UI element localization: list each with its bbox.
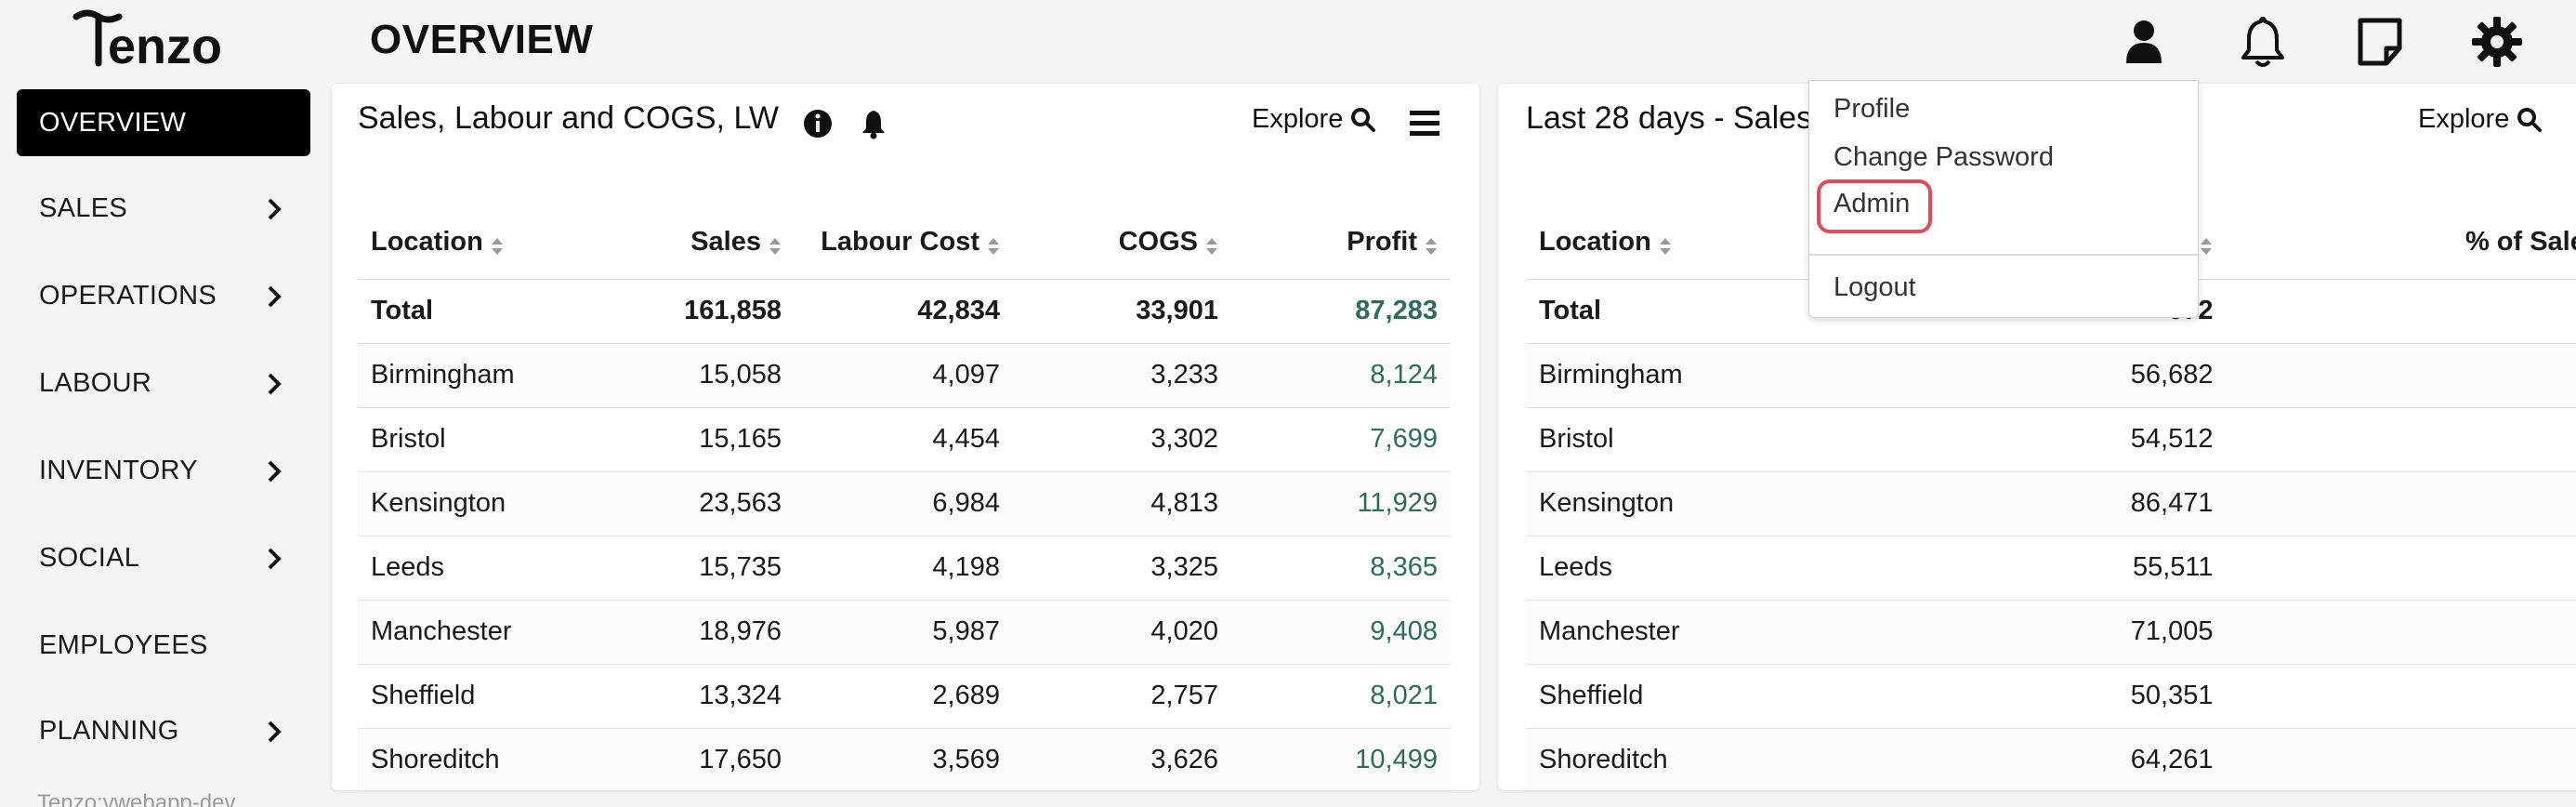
svg-text:enzo: enzo <box>108 19 222 73</box>
sales-labour-table: Location Sales Labour Cost COGS Profit T… <box>358 206 1451 790</box>
table-row: Shoreditch 17,650 3,569 3,626 10,499 <box>358 728 1451 790</box>
card-title: Last 28 days - Sales <box>1526 100 1813 136</box>
card-title: Sales, Labour and COGS, LW <box>358 100 779 136</box>
sidebar-item-sales[interactable]: SALES <box>17 175 310 242</box>
table-row: Bristol 15,165 4,454 3,302 7,699 <box>358 407 1451 472</box>
table-row-total: Total 161,858 42,834 33,901 87,283 <box>358 279 1451 344</box>
sidebar-item-label: SALES <box>39 192 127 223</box>
table-row: Leeds 15,735 4,198 3,325 8,365 <box>358 536 1451 601</box>
bell-icon[interactable] <box>2234 13 2292 71</box>
sort-icon[interactable] <box>987 233 1000 255</box>
sales-labour-cogs-card: Sales, Labour and COGS, LW Explore Locat… <box>332 84 1479 790</box>
info-icon[interactable] <box>802 108 834 139</box>
search-icon <box>1351 107 1376 132</box>
sort-icon[interactable] <box>769 233 782 255</box>
sidebar-item-operations[interactable]: OPERATIONS <box>17 262 310 329</box>
table-row: Kensington 23,563 6,984 4,813 11,929 <box>358 471 1451 536</box>
chevron-right-icon <box>268 285 282 308</box>
sidebar-item-label: EMPLOYEES <box>39 629 208 660</box>
user-menu-dropdown: Profile Change Password Admin Logout <box>1808 80 2199 318</box>
sort-icon[interactable] <box>491 233 504 255</box>
hamburger-menu-icon[interactable] <box>1408 106 1441 139</box>
sidebar-item-employees[interactable]: EMPLOYEES <box>17 612 310 679</box>
table-row: Manchester 18,976 5,987 4,020 9,408 <box>358 600 1451 665</box>
menu-item-admin[interactable]: Admin <box>1833 189 1911 218</box>
sidebar-item-overview[interactable]: OVERVIEW <box>17 89 310 156</box>
search-icon <box>2517 107 2543 132</box>
note-icon[interactable] <box>2351 13 2409 71</box>
sidebar-item-label: INVENTORY <box>39 455 198 485</box>
bell-icon[interactable] <box>858 108 889 139</box>
sort-icon[interactable] <box>1205 233 1218 255</box>
menu-item-change-password[interactable]: Change Password <box>1833 142 2054 172</box>
sidebar: OVERVIEW SALES OPERATIONS LABOUR INVENTO… <box>0 84 321 807</box>
menu-divider <box>1809 254 2198 256</box>
column-header-profit[interactable]: Profit <box>1231 206 1451 280</box>
admin-highlight-ring <box>1817 179 1932 233</box>
chevron-right-icon <box>268 721 282 743</box>
app-version: Tenzo:vwebapp-dev <box>37 790 236 807</box>
sort-icon[interactable] <box>1425 233 1438 255</box>
sidebar-item-label: OVERVIEW <box>39 107 187 138</box>
column-header-percent-of-sales[interactable]: % of Sales <box>2226 206 2576 280</box>
sidebar-item-inventory[interactable]: INVENTORY <box>17 437 310 504</box>
chevron-right-icon <box>268 548 282 570</box>
sidebar-item-label: SOCIAL <box>39 542 140 573</box>
table-row: Sheffield 13,324 2,689 2,757 8,021 <box>358 664 1451 729</box>
table-row: Birmingham 15,058 4,097 3,233 8,124 <box>358 343 1451 408</box>
sidebar-item-label: OPERATIONS <box>39 280 217 311</box>
sidebar-item-planning[interactable]: PLANNING <box>17 697 310 764</box>
tenzo-logo[interactable]: enzo <box>67 6 262 74</box>
column-header-sales[interactable]: Sales <box>590 206 795 280</box>
explore-label: Explore <box>2418 104 2510 134</box>
chevron-right-icon <box>268 198 282 220</box>
user-icon[interactable] <box>2115 13 2173 71</box>
chevron-right-icon <box>268 460 282 483</box>
last-28-days-table: Location £ % of Sales Total072- Birmingh… <box>1526 206 2576 790</box>
explore-label: Explore <box>1252 104 1344 134</box>
sort-icon[interactable] <box>2200 233 2213 255</box>
sidebar-item-social[interactable]: SOCIAL <box>17 524 310 591</box>
column-header-location[interactable]: Location <box>358 206 590 280</box>
column-header-labour-cost[interactable]: Labour Cost <box>795 206 1013 280</box>
page-title: OVERVIEW <box>370 17 594 62</box>
gear-icon[interactable] <box>2468 13 2526 71</box>
explore-button[interactable]: Explore <box>1252 104 1376 135</box>
chevron-right-icon <box>268 373 282 395</box>
menu-item-profile[interactable]: Profile <box>1833 94 1911 124</box>
column-header-cogs[interactable]: COGS <box>1013 206 1231 280</box>
sidebar-item-label: PLANNING <box>39 715 179 746</box>
sort-icon[interactable] <box>1659 233 1672 255</box>
sidebar-item-labour[interactable]: LABOUR <box>17 350 310 417</box>
sidebar-item-label: LABOUR <box>39 367 152 398</box>
explore-button[interactable]: Explore <box>2418 104 2543 135</box>
menu-item-logout[interactable]: Logout <box>1833 272 1916 302</box>
